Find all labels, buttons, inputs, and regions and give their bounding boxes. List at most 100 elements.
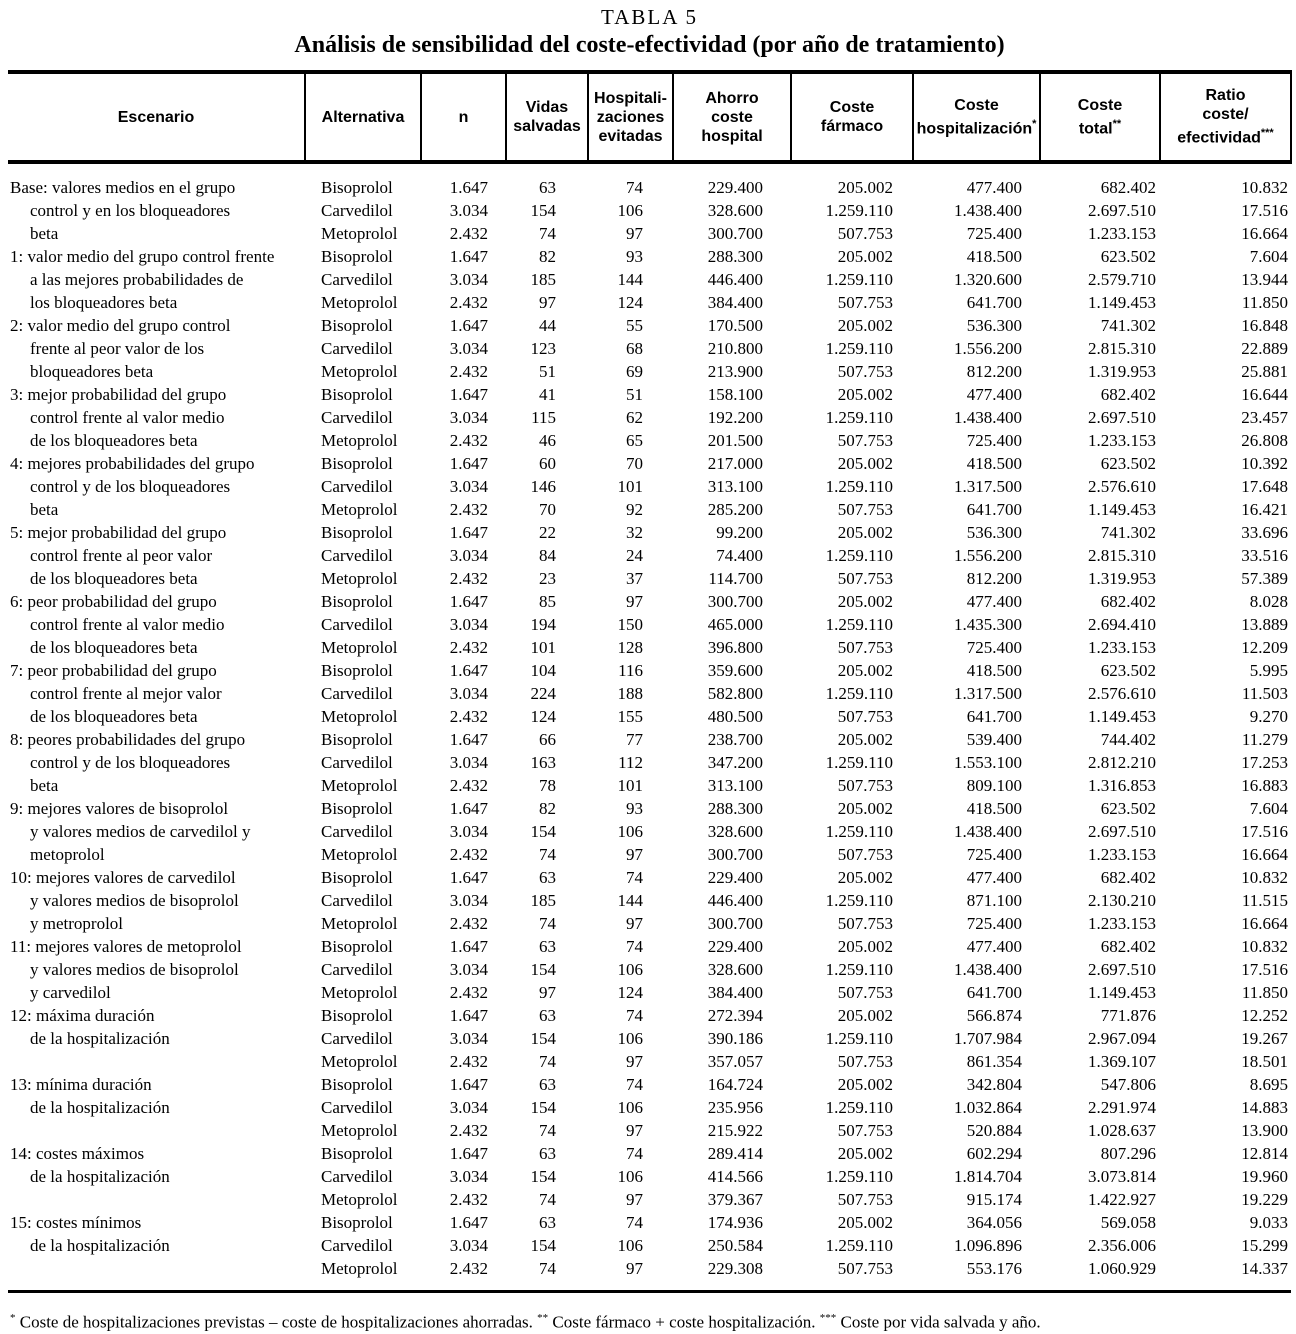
ratio-coste-efectividad-cell: 10.392 [1241, 454, 1288, 473]
ratio-coste-efectividad-cell: 10.832 [1241, 868, 1288, 887]
ratio-coste-efectividad-cell: 11.279 [1241, 730, 1288, 749]
alternativa-cell: Carvedilol [321, 339, 393, 358]
vidas-salvadas-cell: 66 [539, 730, 556, 749]
header-footnote-marker: * [1032, 117, 1037, 130]
vidas-salvadas-cell: 97 [539, 983, 556, 1002]
alternativa-cell: Carvedilol [321, 201, 393, 220]
alternativa-cell: Carvedilol [321, 684, 393, 703]
ratio-coste-efectividad-cell: 14.337 [1241, 1259, 1288, 1278]
n-cell: 2.432 [449, 1259, 488, 1278]
n-cell: 2.432 [449, 431, 488, 450]
coste-farmaco-cell: 507.753 [837, 983, 893, 1002]
vidas-salvadas-cell: 74 [539, 1121, 556, 1140]
coste-hospitalizacion-cell: 809.100 [966, 776, 1022, 795]
coste-hospitalizacion-cell: 1.438.400 [954, 960, 1022, 979]
ahorro-coste-hospital-cell: 250.584 [707, 1236, 763, 1255]
n-cell: 1.647 [449, 1213, 488, 1232]
vidas-salvadas-cell: 78 [539, 776, 556, 795]
table-row: Metoprolol 2.432 74 97 357.057 507.753 861.354… [8, 1050, 1291, 1073]
coste-total-cell: 2.697.510 [1088, 408, 1156, 427]
n-cell: 2.432 [449, 500, 488, 519]
table-row: control y en los bloqueadores Carvedilol 3… [8, 199, 1291, 222]
vidas-salvadas-cell: 51 [539, 362, 556, 381]
coste-farmaco-cell: 507.753 [837, 1052, 893, 1071]
coste-total-cell: 1.149.453 [1088, 983, 1156, 1002]
n-cell: 1.647 [449, 661, 488, 680]
vidas-salvadas-cell: 84 [539, 546, 556, 565]
coste-hospitalizacion-cell: 536.300 [966, 316, 1022, 335]
coste-farmaco-cell: 1.259.110 [825, 477, 893, 496]
coste-farmaco-cell: 205.002 [837, 178, 893, 197]
coste-hospitalizacion-cell: 1.438.400 [954, 408, 1022, 427]
hospitalizaciones-evitadas-cell: 24 [626, 546, 643, 565]
alternativa-cell: Bisoprolol [321, 316, 393, 335]
hospitalizaciones-evitadas-cell: 116 [618, 661, 643, 680]
scenario-cell: control y en los bloqueadores [30, 201, 231, 220]
coste-total-cell: 771.876 [1100, 1006, 1156, 1025]
column-header-coste_hosp: Coste hospitalización* [912, 72, 1040, 162]
n-cell: 3.034 [449, 1098, 488, 1117]
n-cell: 2.432 [449, 1190, 488, 1209]
coste-farmaco-cell: 205.002 [837, 661, 893, 680]
ahorro-coste-hospital-cell: 217.000 [707, 454, 763, 473]
coste-hospitalizacion-cell: 1.438.400 [954, 822, 1022, 841]
ahorro-coste-hospital-cell: 328.600 [707, 822, 763, 841]
ratio-coste-efectividad-cell: 10.832 [1241, 178, 1288, 197]
coste-farmaco-cell: 1.259.110 [825, 1029, 893, 1048]
n-cell: 2.432 [449, 293, 488, 312]
alternativa-cell: Metoprolol [321, 638, 398, 657]
coste-hospitalizacion-cell: 725.400 [966, 914, 1022, 933]
hospitalizaciones-evitadas-cell: 144 [617, 891, 644, 910]
column-header-hospitalizaciones: Hospitali-zaciones evitadas [587, 72, 673, 162]
coste-hospitalizacion-cell: 641.700 [966, 983, 1022, 1002]
alternativa-cell: Metoprolol [321, 1259, 398, 1278]
coste-total-cell: 1.233.153 [1088, 224, 1156, 243]
coste-farmaco-cell: 1.259.110 [825, 201, 893, 220]
hospitalizaciones-evitadas-cell: 77 [626, 730, 643, 749]
hospitalizaciones-evitadas-cell: 93 [626, 247, 643, 266]
vidas-salvadas-cell: 44 [539, 316, 556, 335]
ahorro-coste-hospital-cell: 446.400 [707, 891, 763, 910]
hospitalizaciones-evitadas-cell: 97 [626, 592, 643, 611]
ahorro-coste-hospital-cell: 289.414 [707, 1144, 763, 1163]
coste-farmaco-cell: 507.753 [837, 431, 893, 450]
coste-farmaco-cell: 507.753 [837, 914, 893, 933]
alternativa-cell: Bisoprolol [321, 592, 393, 611]
table-row: 2: valor medio del grupo control Bisoprol… [8, 314, 1291, 337]
vidas-salvadas-cell: 63 [539, 1075, 556, 1094]
scenario-cell: frente al peor valor de los [30, 339, 205, 358]
ratio-coste-efectividad-cell: 17.516 [1241, 201, 1288, 220]
alternativa-cell: Bisoprolol [321, 454, 393, 473]
scenario-cell: de la hospitalización [30, 1098, 170, 1117]
vidas-salvadas-cell: 60 [539, 454, 556, 473]
ahorro-coste-hospital-cell: 99.200 [716, 523, 763, 542]
scenario-cell: de los bloqueadores beta [30, 569, 198, 588]
coste-total-cell: 1.233.153 [1088, 914, 1156, 933]
n-cell: 2.432 [449, 638, 488, 657]
hospitalizaciones-evitadas-cell: 92 [626, 500, 643, 519]
coste-farmaco-cell: 205.002 [837, 1213, 893, 1232]
ahorro-coste-hospital-cell: 288.300 [707, 799, 763, 818]
coste-farmaco-cell: 205.002 [837, 592, 893, 611]
hospitalizaciones-evitadas-cell: 124 [617, 983, 644, 1002]
coste-total-cell: 1.316.853 [1088, 776, 1156, 795]
ahorro-coste-hospital-cell: 300.700 [707, 914, 763, 933]
table-row: beta Metoprolol 2.432 78 101 313.100 507.753 80… [8, 774, 1291, 797]
coste-hospitalizacion-cell: 1.032.864 [954, 1098, 1022, 1117]
hospitalizaciones-evitadas-cell: 70 [626, 454, 643, 473]
table-row: de los bloqueadores beta Metoprolol 2.432 1… [8, 636, 1291, 659]
n-cell: 3.034 [449, 891, 488, 910]
table-row: de los bloqueadores beta Metoprolol 2.432 2… [8, 567, 1291, 590]
ahorro-coste-hospital-cell: 285.200 [707, 500, 763, 519]
hospitalizaciones-evitadas-cell: 65 [626, 431, 643, 450]
table-row: control frente al mejor valor Carvedilol 3… [8, 682, 1291, 705]
coste-hospitalizacion-cell: 641.700 [966, 707, 1022, 726]
alternativa-cell: Carvedilol [321, 1236, 393, 1255]
coste-farmaco-cell: 205.002 [837, 1006, 893, 1025]
coste-hospitalizacion-cell: 553.176 [966, 1259, 1022, 1278]
coste-farmaco-cell: 1.259.110 [825, 546, 893, 565]
coste-total-cell: 2.812.210 [1088, 753, 1156, 772]
footnote-marker: *** [819, 1312, 837, 1324]
table-row: 7: peor probabilidad del grupo Bisoprolol… [8, 659, 1291, 682]
ahorro-coste-hospital-cell: 384.400 [707, 983, 763, 1002]
